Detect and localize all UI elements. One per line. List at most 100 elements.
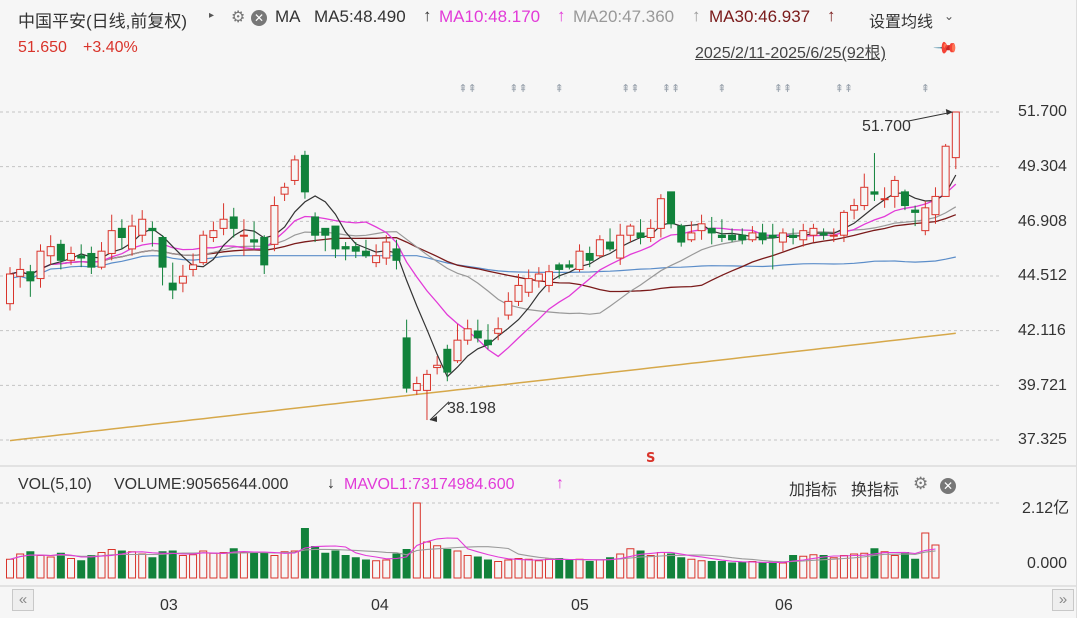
candle-body: [321, 227, 330, 236]
candle-body: [148, 227, 157, 232]
candle-body: [870, 191, 879, 195]
x-tick-label: 03: [160, 597, 178, 614]
x-tick-label: 04: [371, 597, 389, 614]
event-marker-icon: ⇞⇞: [835, 82, 853, 95]
candle-body: [392, 248, 401, 261]
candle-body: [483, 339, 492, 346]
volume-bar: [555, 558, 564, 579]
date-range[interactable]: 2025/2/11-2025/6/25(92根): [695, 45, 886, 62]
candle-body: [890, 179, 899, 197]
candle-body: [565, 264, 574, 268]
volume-bar: [931, 544, 940, 579]
gear-icon[interactable]: ⚙: [231, 9, 246, 26]
chevron-down-icon[interactable]: ⌄: [944, 9, 955, 23]
last-price: 51.650: [18, 39, 67, 56]
stock-title[interactable]: 中国平安(日线,前复权): [18, 12, 188, 31]
candle-body: [260, 236, 269, 266]
volume-bar: [677, 557, 686, 579]
low-arrowhead: [429, 416, 437, 423]
candle-body: [178, 275, 187, 284]
y-tick-label: 46.908: [1018, 213, 1067, 230]
ma30-value: MA30:46.937: [709, 7, 811, 26]
candle-body: [443, 348, 452, 373]
candle-body: [270, 205, 279, 245]
candle-body: [809, 227, 818, 236]
candle-body: [514, 284, 523, 302]
double-left-icon[interactable]: «: [12, 589, 34, 611]
volume-bar: [199, 550, 208, 579]
signal-marker-icon: S: [646, 451, 655, 466]
ma10-up-arrow: ↑: [557, 6, 566, 25]
volume-bar: [128, 551, 137, 579]
volume-bar: [433, 545, 442, 579]
x-tick-label: 06: [775, 597, 793, 614]
candle-body: [717, 234, 726, 238]
volume-bar: [728, 562, 737, 579]
volume-bar: [36, 555, 45, 579]
candle-body: [209, 230, 218, 238]
volume-bar: [534, 560, 543, 579]
candle-body: [758, 232, 767, 241]
candle-body: [36, 250, 45, 280]
candle-body: [636, 232, 645, 238]
ma-label: MA: [275, 7, 301, 26]
x-tick-label: 05: [571, 597, 589, 614]
candle-body: [646, 227, 655, 238]
candle-body: [738, 234, 747, 241]
volume-bar: [331, 550, 340, 579]
high-arrowhead: [945, 109, 953, 115]
volume-bar: [717, 561, 726, 579]
candle-body: [534, 273, 543, 282]
volume-bar: [900, 552, 909, 579]
caret-right-icon[interactable]: ▸: [209, 10, 215, 21]
candle-body: [341, 246, 350, 250]
volume-bar: [351, 557, 360, 579]
volume-bar: [707, 561, 716, 579]
volume-bar: [697, 560, 706, 579]
volume-bar: [860, 552, 869, 579]
candle-body: [860, 186, 869, 207]
volume-bar: [443, 549, 452, 579]
volume-value: VOLUME:90565644.000: [114, 476, 289, 493]
candle-body: [16, 268, 25, 277]
candle-body: [585, 252, 594, 261]
volume-bar: [77, 560, 86, 579]
volume-bar: [158, 551, 167, 579]
candle-body: [311, 216, 320, 236]
close-icon[interactable]: ✕: [940, 477, 956, 495]
volume-bar: [799, 555, 808, 579]
volume-zero-label: 0.000: [1027, 555, 1068, 572]
close-icon[interactable]: ✕: [251, 9, 267, 27]
switch-indicator-button[interactable]: 换指标: [851, 482, 900, 499]
volume-bar: [778, 562, 787, 579]
volume-bar: [819, 555, 828, 579]
candle-body: [789, 234, 798, 238]
volume-bar: [453, 550, 462, 579]
double-right-icon[interactable]: »: [1052, 589, 1074, 611]
candle-body: [799, 230, 808, 241]
candle-body: [850, 205, 859, 211]
y-tick-label: 39.721: [1018, 377, 1067, 394]
volume-bar: [626, 548, 635, 579]
y-tick-label: 44.512: [1018, 267, 1067, 284]
candle-body: [280, 186, 289, 195]
candle-body: [67, 252, 76, 261]
candle-body: [6, 273, 14, 305]
gear-icon[interactable]: ⚙: [913, 474, 929, 493]
volume-bar: [646, 555, 655, 579]
add-indicator-button[interactable]: 加指标: [789, 482, 838, 499]
volume-bar: [748, 561, 757, 579]
volume-bar: [361, 559, 370, 579]
y-tick-label: 37.325: [1018, 431, 1067, 448]
candle-body: [128, 225, 137, 250]
candle-body: [778, 232, 787, 243]
candle-body: [616, 234, 625, 259]
candle-body: [667, 191, 676, 225]
volume-bar: [850, 553, 859, 579]
candle-body: [504, 300, 513, 316]
volume-bar: [422, 541, 431, 579]
candle-body: [290, 159, 299, 181]
ma-settings-button[interactable]: 设置均线: [869, 14, 934, 31]
candle-body: [402, 337, 411, 389]
volume-bar: [880, 551, 889, 579]
